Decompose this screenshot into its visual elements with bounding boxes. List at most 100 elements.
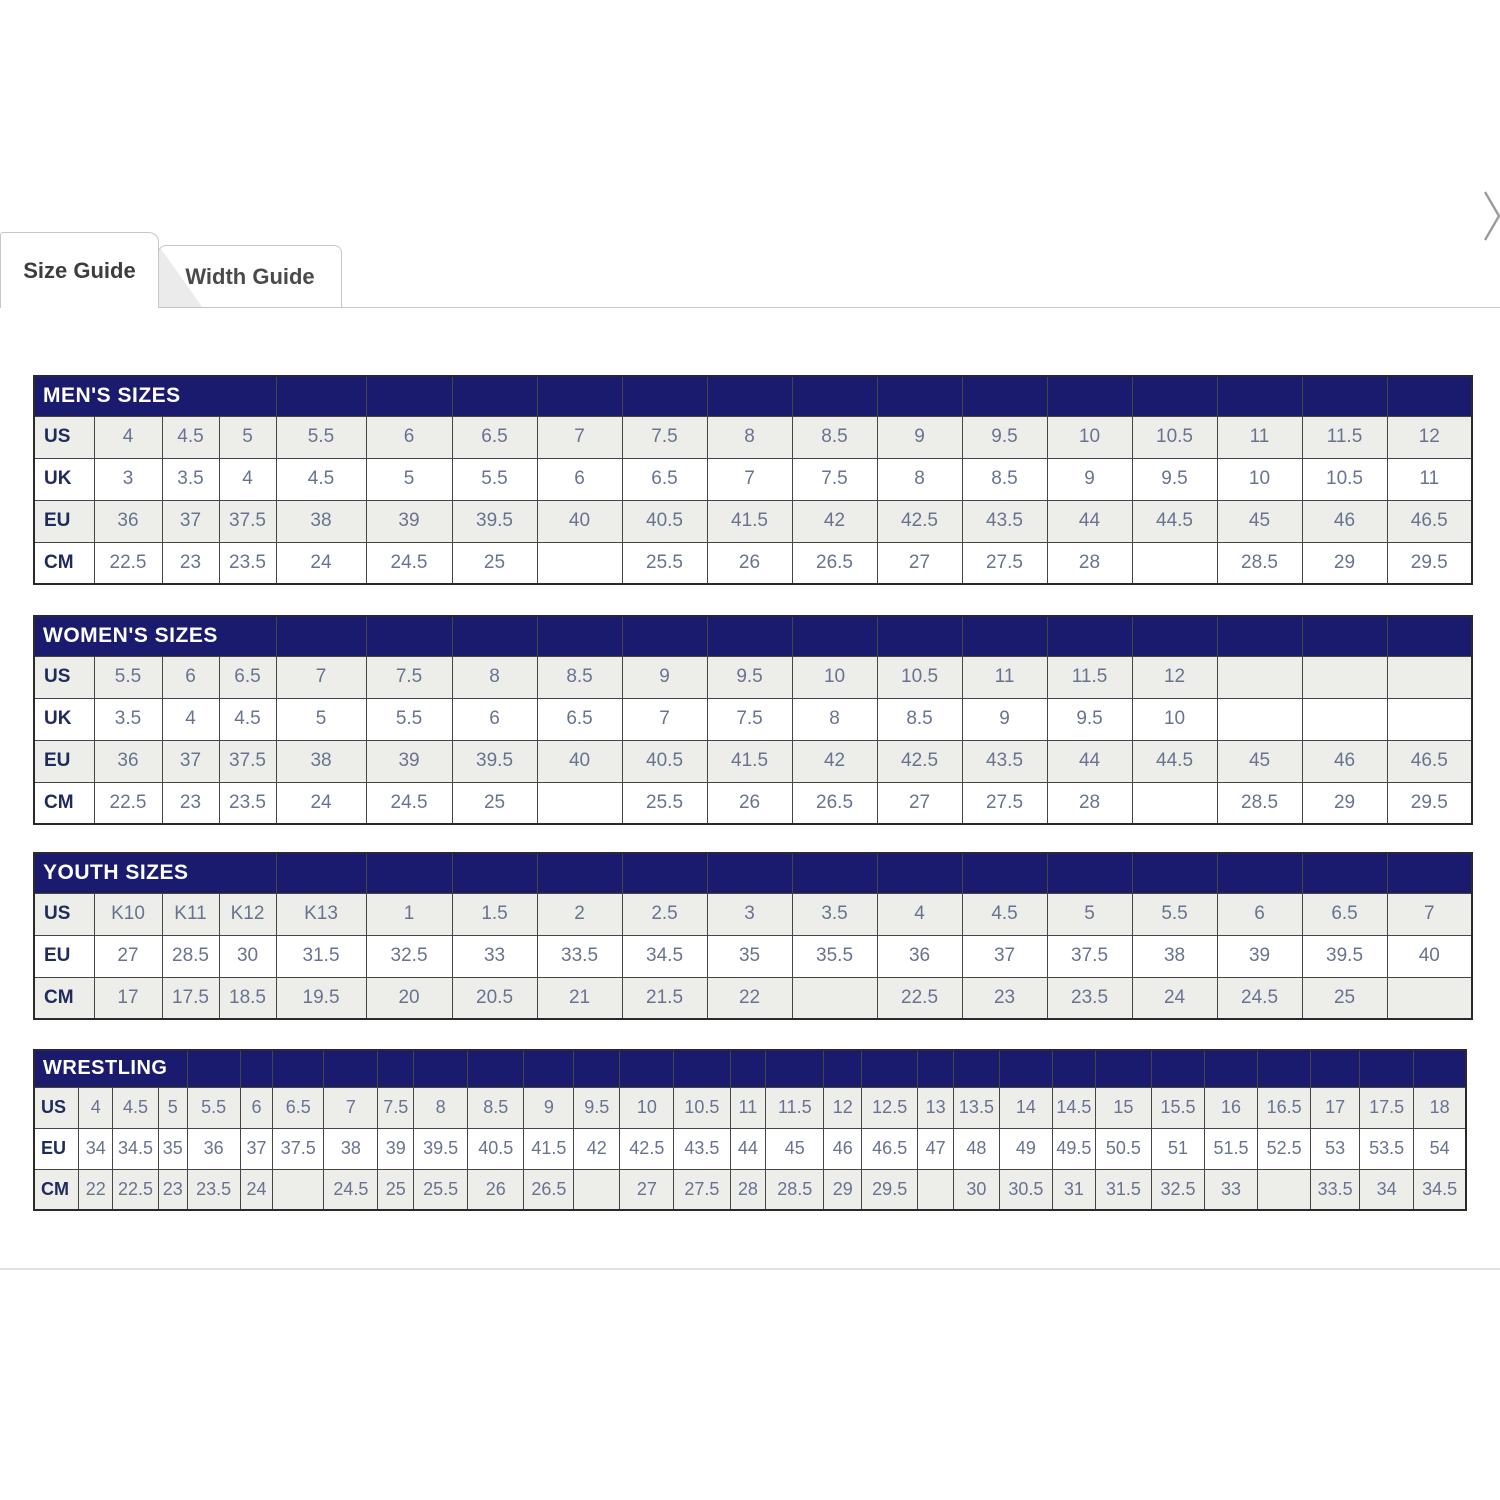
- size-cell: 37: [239, 1127, 274, 1170]
- size-cell: 37: [161, 499, 220, 543]
- size-cell: 9: [621, 655, 708, 699]
- header-cell: [365, 615, 453, 657]
- size-cell: 23.5: [186, 1168, 241, 1211]
- header-cell: [1310, 1049, 1361, 1088]
- size-cell: 25: [377, 1168, 415, 1211]
- size-cell: 37: [961, 934, 1048, 978]
- header-cell: [275, 852, 367, 894]
- size-cell: 25: [451, 781, 538, 825]
- size-cell: 3: [706, 892, 793, 936]
- size-cell: 13.5: [952, 1086, 1000, 1129]
- tab-width-guide[interactable]: Width Guide: [158, 245, 342, 308]
- header-cell: [573, 1049, 621, 1088]
- size-cell: 8.5: [536, 655, 623, 699]
- header-cell: [621, 852, 708, 894]
- size-cell: 46.5: [861, 1127, 919, 1170]
- size-cell: [1131, 541, 1218, 585]
- size-cell: 11.5: [1046, 655, 1133, 699]
- table-row-cm: CM 17 17.5 18.5 19.5 20 20.5 21 21.5 22 22.5 23 23.5…: [33, 976, 1473, 1020]
- header-cell: [876, 615, 963, 657]
- header-cell: [413, 1049, 469, 1088]
- row-label: US: [33, 892, 95, 936]
- size-cell: 34: [1359, 1168, 1415, 1211]
- size-cell: 4: [78, 1086, 114, 1129]
- row-label: EU: [33, 1127, 80, 1170]
- header-cell: [765, 1049, 825, 1088]
- header-cell: [823, 1049, 863, 1088]
- size-cell: 48: [952, 1127, 1000, 1170]
- size-cell: 6.5: [536, 697, 623, 741]
- size-cell: 49.5: [1051, 1127, 1096, 1170]
- size-cell: 16: [1204, 1086, 1259, 1129]
- size-cell: 25: [451, 541, 538, 585]
- header-cell: [275, 375, 367, 417]
- size-cell: 11.5: [1301, 415, 1388, 459]
- size-cell: 26.5: [791, 541, 878, 585]
- size-cell: 31: [1051, 1168, 1096, 1211]
- size-cell: 52.5: [1257, 1127, 1312, 1170]
- size-cell: 41.5: [523, 1127, 575, 1170]
- size-cell: 36: [186, 1127, 241, 1170]
- chevron-right-icon[interactable]: [1484, 190, 1500, 242]
- size-cell: 26.5: [791, 781, 878, 825]
- size-cell: 8.5: [876, 697, 963, 741]
- size-cell: 3.5: [791, 892, 878, 936]
- header-cell: [1051, 1049, 1096, 1088]
- size-cell: 6: [365, 415, 453, 459]
- size-cell: 18: [1413, 1086, 1467, 1129]
- header-cell: [467, 1049, 525, 1088]
- size-cell: 9: [961, 697, 1048, 741]
- size-cell: 9.5: [1131, 457, 1218, 501]
- header-cell: [876, 852, 963, 894]
- size-cell: 39.5: [413, 1127, 469, 1170]
- size-cell: 30: [952, 1168, 1000, 1211]
- size-cell: 26: [467, 1168, 525, 1211]
- size-cell: 6: [451, 697, 538, 741]
- tab-size-guide[interactable]: Size Guide: [0, 232, 159, 308]
- size-cell: 12: [823, 1086, 863, 1129]
- size-cell: 4.5: [112, 1086, 159, 1129]
- size-cell: 53: [1310, 1127, 1361, 1170]
- size-cell: 12: [1131, 655, 1218, 699]
- size-cell: 27.5: [961, 541, 1048, 585]
- size-cell: 8: [876, 457, 963, 501]
- size-cell: 23: [961, 976, 1048, 1020]
- header-cell: [536, 375, 623, 417]
- row-label: CM: [33, 541, 95, 585]
- size-cell: 24: [275, 781, 367, 825]
- size-cell: 39.5: [451, 499, 538, 543]
- size-cell: 33: [1204, 1168, 1259, 1211]
- size-cell: 9.5: [961, 415, 1048, 459]
- size-cell: 23.5: [218, 541, 277, 585]
- size-cell: 49: [998, 1127, 1053, 1170]
- size-cell: 40.5: [467, 1127, 525, 1170]
- size-cell: 17: [1310, 1086, 1361, 1129]
- size-cell: 24: [239, 1168, 274, 1211]
- tab-bar: Size Guide Width Guide: [0, 232, 1500, 308]
- size-cell: 44.5: [1131, 499, 1218, 543]
- size-cell: 27: [876, 781, 963, 825]
- row-label: UK: [33, 697, 95, 741]
- size-cell: K13: [275, 892, 367, 936]
- size-cell: 28.5: [765, 1168, 825, 1211]
- header-cell: [451, 852, 538, 894]
- size-cell: 53.5: [1359, 1127, 1415, 1170]
- size-cell: 40: [536, 499, 623, 543]
- header-cell: [1150, 1049, 1206, 1088]
- size-cell: 44.5: [1131, 739, 1218, 783]
- header-cell: [1386, 375, 1473, 417]
- size-cell: 27: [876, 541, 963, 585]
- size-cell: 26: [706, 541, 793, 585]
- size-cell: 37.5: [218, 499, 277, 543]
- size-cell: 4: [93, 415, 163, 459]
- size-cell: 10.5: [876, 655, 963, 699]
- size-cell: 50.5: [1094, 1127, 1152, 1170]
- size-cell: [272, 1168, 325, 1211]
- header-cell: [791, 375, 878, 417]
- size-cell: 15: [1094, 1086, 1152, 1129]
- size-cell: [1386, 976, 1473, 1020]
- size-cell: 24.5: [323, 1168, 379, 1211]
- header-cell: [706, 852, 793, 894]
- size-cell: 43.5: [961, 739, 1048, 783]
- table-row-us: US 5.5 6 6.5 7 7.5 8 8.5 9 9.5 10 10.5 11 11.5 12: [33, 655, 1473, 699]
